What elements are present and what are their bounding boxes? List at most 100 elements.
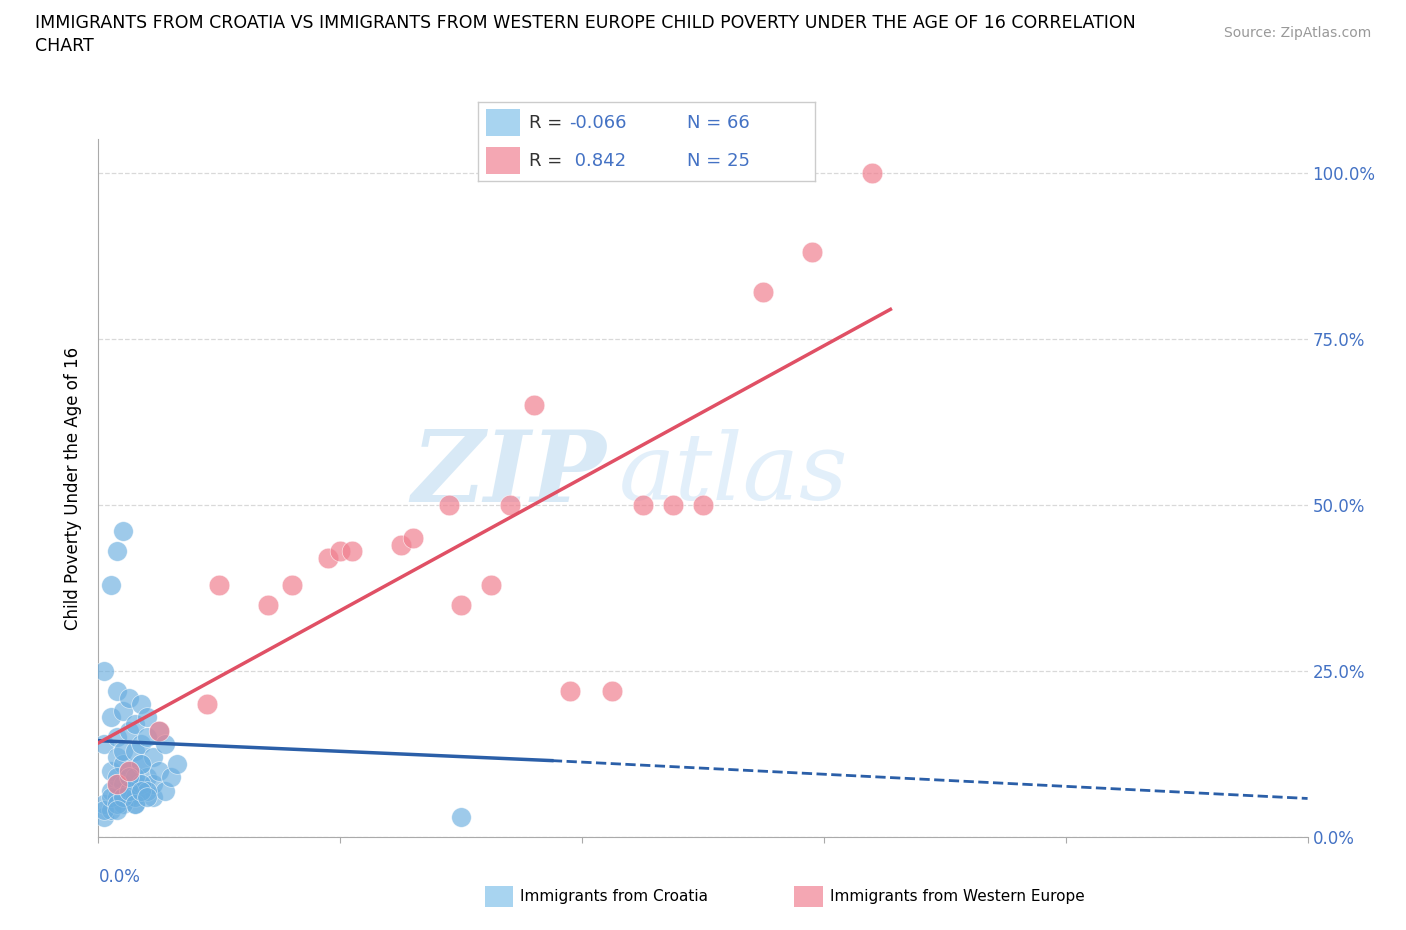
Point bbox=[129, 697, 152, 711]
Bar bbox=[486, 110, 520, 137]
Text: N = 25: N = 25 bbox=[688, 152, 751, 170]
Point bbox=[602, 684, 624, 698]
Point bbox=[118, 783, 141, 798]
Point bbox=[329, 544, 352, 559]
Point bbox=[135, 770, 157, 785]
Text: -0.066: -0.066 bbox=[569, 113, 627, 132]
Point bbox=[105, 770, 128, 785]
Text: 0.0%: 0.0% bbox=[98, 869, 141, 886]
Point bbox=[105, 730, 128, 745]
Point bbox=[450, 597, 472, 612]
Text: IMMIGRANTS FROM CROATIA VS IMMIGRANTS FROM WESTERN EUROPE CHILD POVERTY UNDER TH: IMMIGRANTS FROM CROATIA VS IMMIGRANTS FR… bbox=[35, 14, 1136, 32]
Point bbox=[135, 790, 157, 804]
Point bbox=[148, 724, 170, 738]
Point bbox=[105, 544, 128, 559]
Point bbox=[93, 663, 115, 678]
Point bbox=[124, 790, 146, 804]
Point bbox=[135, 710, 157, 724]
Point bbox=[153, 737, 176, 751]
Point bbox=[118, 783, 141, 798]
Point bbox=[142, 750, 165, 764]
Point bbox=[100, 783, 122, 798]
Point bbox=[118, 790, 141, 804]
Y-axis label: Child Poverty Under the Age of 16: Child Poverty Under the Age of 16 bbox=[65, 347, 83, 630]
Point bbox=[124, 770, 146, 785]
Point bbox=[148, 724, 170, 738]
Point bbox=[195, 697, 218, 711]
Point bbox=[129, 756, 152, 771]
Point bbox=[111, 703, 134, 718]
Point bbox=[166, 756, 188, 771]
Point bbox=[437, 498, 460, 512]
Point bbox=[662, 498, 685, 512]
Point bbox=[93, 796, 115, 811]
Point bbox=[129, 777, 152, 791]
Point bbox=[692, 498, 714, 512]
Point bbox=[100, 578, 122, 592]
Text: Source: ZipAtlas.com: Source: ZipAtlas.com bbox=[1223, 26, 1371, 40]
Text: 0.842: 0.842 bbox=[569, 152, 626, 170]
Point bbox=[100, 710, 122, 724]
Point bbox=[105, 684, 128, 698]
Point bbox=[105, 803, 128, 817]
Point bbox=[129, 756, 152, 771]
Point bbox=[93, 803, 115, 817]
Bar bbox=[486, 147, 520, 174]
Point bbox=[135, 730, 157, 745]
Point bbox=[316, 551, 339, 565]
Point bbox=[118, 690, 141, 705]
Text: Immigrants from Western Europe: Immigrants from Western Europe bbox=[830, 889, 1084, 904]
Point bbox=[111, 790, 134, 804]
Point bbox=[93, 737, 115, 751]
Point bbox=[498, 498, 520, 512]
Point bbox=[124, 796, 146, 811]
Point bbox=[118, 764, 141, 778]
Point bbox=[129, 783, 152, 798]
Point bbox=[256, 597, 278, 612]
Point bbox=[129, 783, 152, 798]
Point bbox=[111, 777, 134, 791]
Point bbox=[105, 777, 128, 791]
Point bbox=[124, 777, 146, 791]
Point bbox=[111, 524, 134, 538]
Point bbox=[800, 245, 823, 259]
Point bbox=[481, 578, 503, 592]
Point bbox=[153, 783, 176, 798]
Point bbox=[105, 796, 128, 811]
Point bbox=[148, 764, 170, 778]
Point bbox=[100, 764, 122, 778]
Point bbox=[142, 790, 165, 804]
Point bbox=[752, 285, 775, 299]
Text: R =: R = bbox=[529, 152, 568, 170]
Text: N = 66: N = 66 bbox=[688, 113, 749, 132]
Point bbox=[402, 531, 425, 546]
Point bbox=[105, 777, 128, 791]
Text: ZIP: ZIP bbox=[412, 426, 606, 523]
Point bbox=[111, 796, 134, 811]
Point bbox=[105, 777, 128, 791]
Point bbox=[342, 544, 364, 559]
Point bbox=[124, 717, 146, 732]
Point bbox=[860, 166, 883, 180]
Point bbox=[631, 498, 654, 512]
Point bbox=[281, 578, 304, 592]
Point bbox=[93, 810, 115, 825]
Point bbox=[100, 790, 122, 804]
Text: Immigrants from Croatia: Immigrants from Croatia bbox=[520, 889, 709, 904]
Point bbox=[118, 770, 141, 785]
Point bbox=[111, 743, 134, 758]
Point bbox=[135, 783, 157, 798]
Point bbox=[450, 810, 472, 825]
Point bbox=[124, 796, 146, 811]
Point bbox=[111, 783, 134, 798]
Point bbox=[160, 770, 183, 785]
Point bbox=[118, 764, 141, 778]
Point bbox=[523, 398, 546, 413]
Point bbox=[118, 724, 141, 738]
Point bbox=[208, 578, 231, 592]
Point bbox=[142, 777, 165, 791]
Text: atlas: atlas bbox=[619, 430, 848, 519]
Point bbox=[129, 737, 152, 751]
Point bbox=[100, 803, 122, 817]
Point bbox=[118, 770, 141, 785]
